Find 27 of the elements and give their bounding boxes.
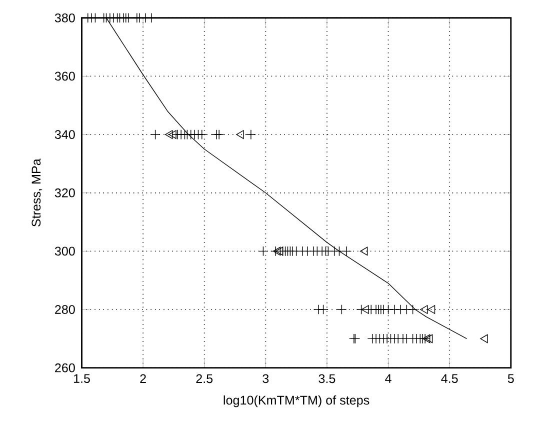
y-tick-label: 360 bbox=[54, 72, 75, 81]
y-tick-label: 340 bbox=[54, 130, 75, 140]
point bbox=[236, 130, 244, 140]
x-tick-label: 3 bbox=[262, 374, 269, 384]
point bbox=[420, 305, 428, 314]
point bbox=[480, 334, 488, 344]
x-tick-label: 4.5 bbox=[441, 374, 458, 384]
y-tick-label: 320 bbox=[54, 188, 75, 198]
y-tick-label: 300 bbox=[54, 246, 75, 256]
point bbox=[361, 305, 369, 314]
x-tick-label: 1.5 bbox=[74, 374, 90, 384]
point bbox=[164, 130, 173, 140]
point bbox=[168, 130, 176, 140]
x-tick-label: 3.5 bbox=[318, 374, 336, 384]
point bbox=[272, 246, 281, 256]
point bbox=[427, 305, 436, 314]
x-tick-label: 2 bbox=[140, 374, 146, 384]
y-axis-title: Stress, MPa bbox=[32, 158, 42, 227]
y-tick-label: 380 bbox=[54, 14, 75, 22]
x-tick-label: 2.5 bbox=[196, 374, 213, 384]
y-tick-label: 280 bbox=[55, 305, 75, 314]
x-tick-label: 4 bbox=[385, 374, 392, 383]
x-axis-title: log10(KmTM*TM) of steps bbox=[224, 396, 370, 408]
point bbox=[360, 246, 368, 256]
x-tick-label: 5 bbox=[508, 374, 514, 384]
point bbox=[424, 334, 433, 344]
y-tick-label: 260 bbox=[55, 364, 75, 372]
